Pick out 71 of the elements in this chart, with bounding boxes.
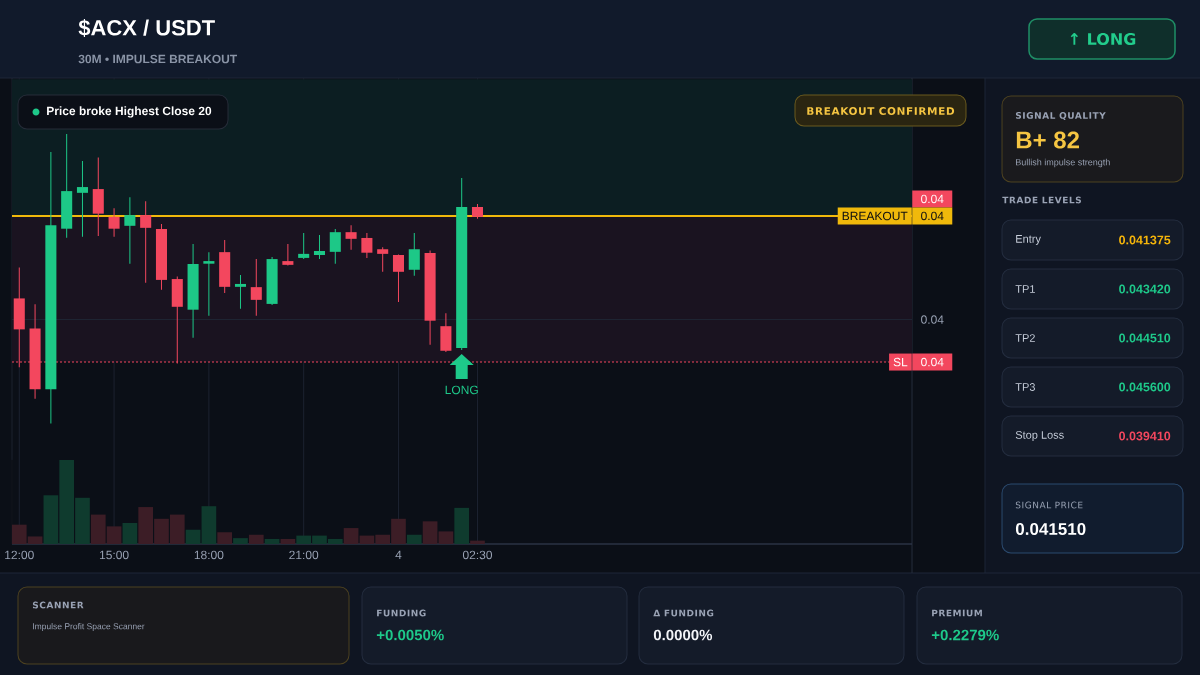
- text: TP3: [1015, 383, 1035, 391]
- candlestick: [408, 232, 420, 277]
- text: Δ FUNDING: [653, 609, 714, 617]
- text: TP2: [1015, 334, 1035, 342]
- bar: [122, 523, 138, 544]
- x-tick-label: 18:00: [194, 550, 224, 560]
- candlestick: [140, 200, 152, 284]
- text: 0.041510: [1015, 522, 1086, 536]
- x-tick-label: 4: [395, 550, 402, 559]
- text: Impulse Profit Space Scanner: [33, 623, 145, 631]
- candlestick: [377, 246, 389, 273]
- bar: [217, 532, 233, 544]
- bar: [454, 507, 470, 544]
- bar: [422, 521, 438, 544]
- text: SCANNER: [32, 601, 84, 609]
- text: BREAKOUT CONFIRMED: [807, 107, 955, 115]
- text: TRADE LEVELS: [1002, 196, 1081, 204]
- candlestick: [76, 160, 88, 238]
- text: B+ 82: [1016, 131, 1079, 149]
- text: Bullish impulse strength: [1016, 158, 1110, 168]
- text: Stop Loss: [1015, 431, 1064, 441]
- text: 0.043420: [1119, 284, 1171, 294]
- text: 0.04: [921, 357, 944, 367]
- bar: [470, 540, 485, 544]
- text: 0.04: [921, 194, 944, 204]
- x-tick-label: 12:00: [5, 550, 34, 560]
- candlestick: [203, 251, 215, 317]
- bar: [264, 538, 280, 544]
- candlestick: [298, 232, 310, 260]
- text: Entry: [1016, 235, 1041, 245]
- candlestick: [108, 207, 120, 238]
- bar: [248, 534, 264, 544]
- bar: [233, 538, 248, 544]
- bar: [438, 531, 454, 544]
- text: +0.2279%: [931, 629, 999, 641]
- text: TP1: [1015, 285, 1035, 293]
- text: 0.041375: [1119, 235, 1171, 245]
- bar: [185, 529, 201, 544]
- text: +0.0050%: [376, 629, 444, 641]
- candlestick: [361, 232, 373, 259]
- candlestick: [313, 234, 326, 260]
- x-tick-label: 02:30: [462, 550, 493, 560]
- text: 0.0000%: [653, 629, 713, 641]
- text: Price broke Highest Close 20: [47, 106, 212, 118]
- text: SIGNAL QUALITY: [1015, 112, 1106, 120]
- x-tick-label: 21:00: [289, 550, 319, 560]
- candlestick: [250, 258, 262, 317]
- text: 0.04: [921, 315, 944, 324]
- annotation: LONG: [445, 385, 478, 395]
- candlestick: [234, 274, 247, 310]
- text: 0.039410: [1119, 431, 1171, 441]
- text: 0.04: [921, 211, 944, 221]
- text: 0.045600: [1119, 382, 1171, 392]
- bar: [343, 528, 359, 544]
- bar: [406, 534, 422, 544]
- chart-subtitle: 30M • IMPULSE BREAKOUT: [78, 54, 237, 64]
- candlestick: [345, 224, 357, 251]
- text: SIGNAL PRICE: [1015, 501, 1083, 509]
- text: ↑ LONG: [1070, 32, 1136, 46]
- candlestick: [392, 253, 405, 303]
- ref-line-label: BREAKOUT: [842, 211, 908, 221]
- x-tick-label: 15:00: [99, 550, 129, 560]
- bar: [280, 538, 296, 544]
- text: FUNDING: [377, 609, 426, 617]
- text: PREMIUM: [932, 609, 982, 617]
- bar: [201, 506, 217, 544]
- candlestick: [124, 196, 136, 265]
- candlestick: [329, 228, 341, 265]
- text: 0.044510: [1119, 333, 1171, 343]
- ref-line-label: SL: [893, 357, 908, 367]
- chart-title: $ACX / USDT: [78, 19, 215, 37]
